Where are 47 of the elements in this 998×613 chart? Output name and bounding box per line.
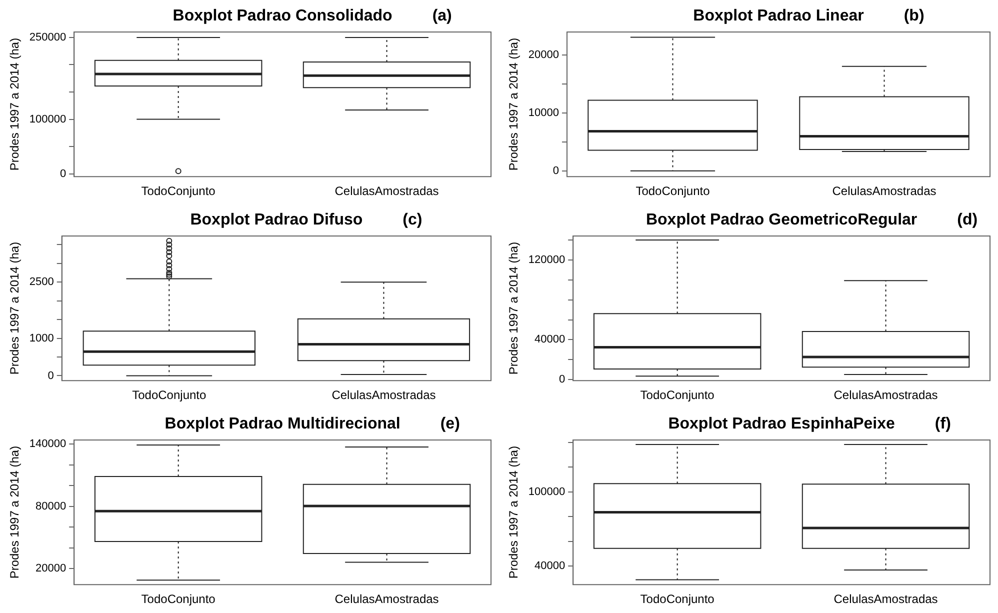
chart-title: Boxplot Padrao Consolidado xyxy=(172,7,393,24)
y-tick-label: 1000 xyxy=(29,332,54,344)
y-axis-title: Prodes 1997 a 2014 (ha) xyxy=(8,446,22,579)
y-tick-label: 40000 xyxy=(534,560,566,572)
y-tick-label: 10000 xyxy=(528,107,559,120)
x-tick-label: CelulasAmostradas xyxy=(334,592,439,606)
y-tick-label: 20000 xyxy=(528,49,559,62)
text: (d) xyxy=(957,211,978,228)
y-tick-label: 120000 xyxy=(528,254,566,266)
y-tick-label: 250000 xyxy=(29,31,66,44)
text: (c) xyxy=(402,211,422,228)
chart-title: Boxplot Padrao Linear xyxy=(693,7,864,24)
y-tick-label: 100000 xyxy=(29,113,66,126)
y-axis-title: Prodes 1997 a 2014 (ha) xyxy=(506,446,521,579)
y-axis-title: Prodes 1997 a 2014 (ha) xyxy=(8,242,22,375)
y-tick-label: 20000 xyxy=(36,562,66,575)
x-tick-label: TodoConjunto xyxy=(636,184,710,198)
x-tick-label: CelulasAmostradas xyxy=(834,388,938,402)
y-tick-label: 140000 xyxy=(29,438,66,450)
chart-title: Boxplot Padrao Difuso xyxy=(190,211,363,228)
y-tick-label: 2500 xyxy=(29,276,54,288)
x-tick-label: CelulasAmostradas xyxy=(832,184,936,198)
y-axis-title: Prodes 1997 a 2014 (ha) xyxy=(8,38,22,171)
x-tick-label: TodoConjunto xyxy=(132,388,207,402)
chart-title: Boxplot Padrao Multidirecional xyxy=(164,415,400,432)
text: (b) xyxy=(904,7,924,24)
y-axis-title: Prodes 1997 a 2014 (ha) xyxy=(506,242,521,375)
x-tick-label: TodoConjunto xyxy=(640,592,715,606)
y-tick-label: 100000 xyxy=(528,486,566,498)
text: (e) xyxy=(440,415,460,432)
y-tick-label: 80000 xyxy=(36,500,66,512)
x-tick-label: CelulasAmostradas xyxy=(332,388,436,402)
text: (a) xyxy=(432,7,452,24)
x-tick-label: TodoConjunto xyxy=(141,184,216,198)
y-tick-label: 0 xyxy=(48,370,54,382)
y-axis-title: Prodes 1997 a 2014 (ha) xyxy=(506,38,521,171)
x-tick-label: TodoConjunto xyxy=(141,592,216,606)
chart-title: Boxplot Padrao EspinhaPeixe xyxy=(668,415,896,432)
y-tick-label: 0 xyxy=(60,168,66,180)
chart-title: Boxplot Padrao GeometricoRegular xyxy=(646,211,918,228)
y-tick-label: 0 xyxy=(558,374,566,386)
x-tick-label: TodoConjunto xyxy=(640,388,715,402)
text: (f) xyxy=(934,415,951,432)
y-tick-label: 0 xyxy=(552,164,559,177)
y-tick-label: 40000 xyxy=(534,334,566,346)
x-tick-label: CelulasAmostradas xyxy=(834,592,938,606)
x-tick-label: CelulasAmostradas xyxy=(334,184,439,198)
